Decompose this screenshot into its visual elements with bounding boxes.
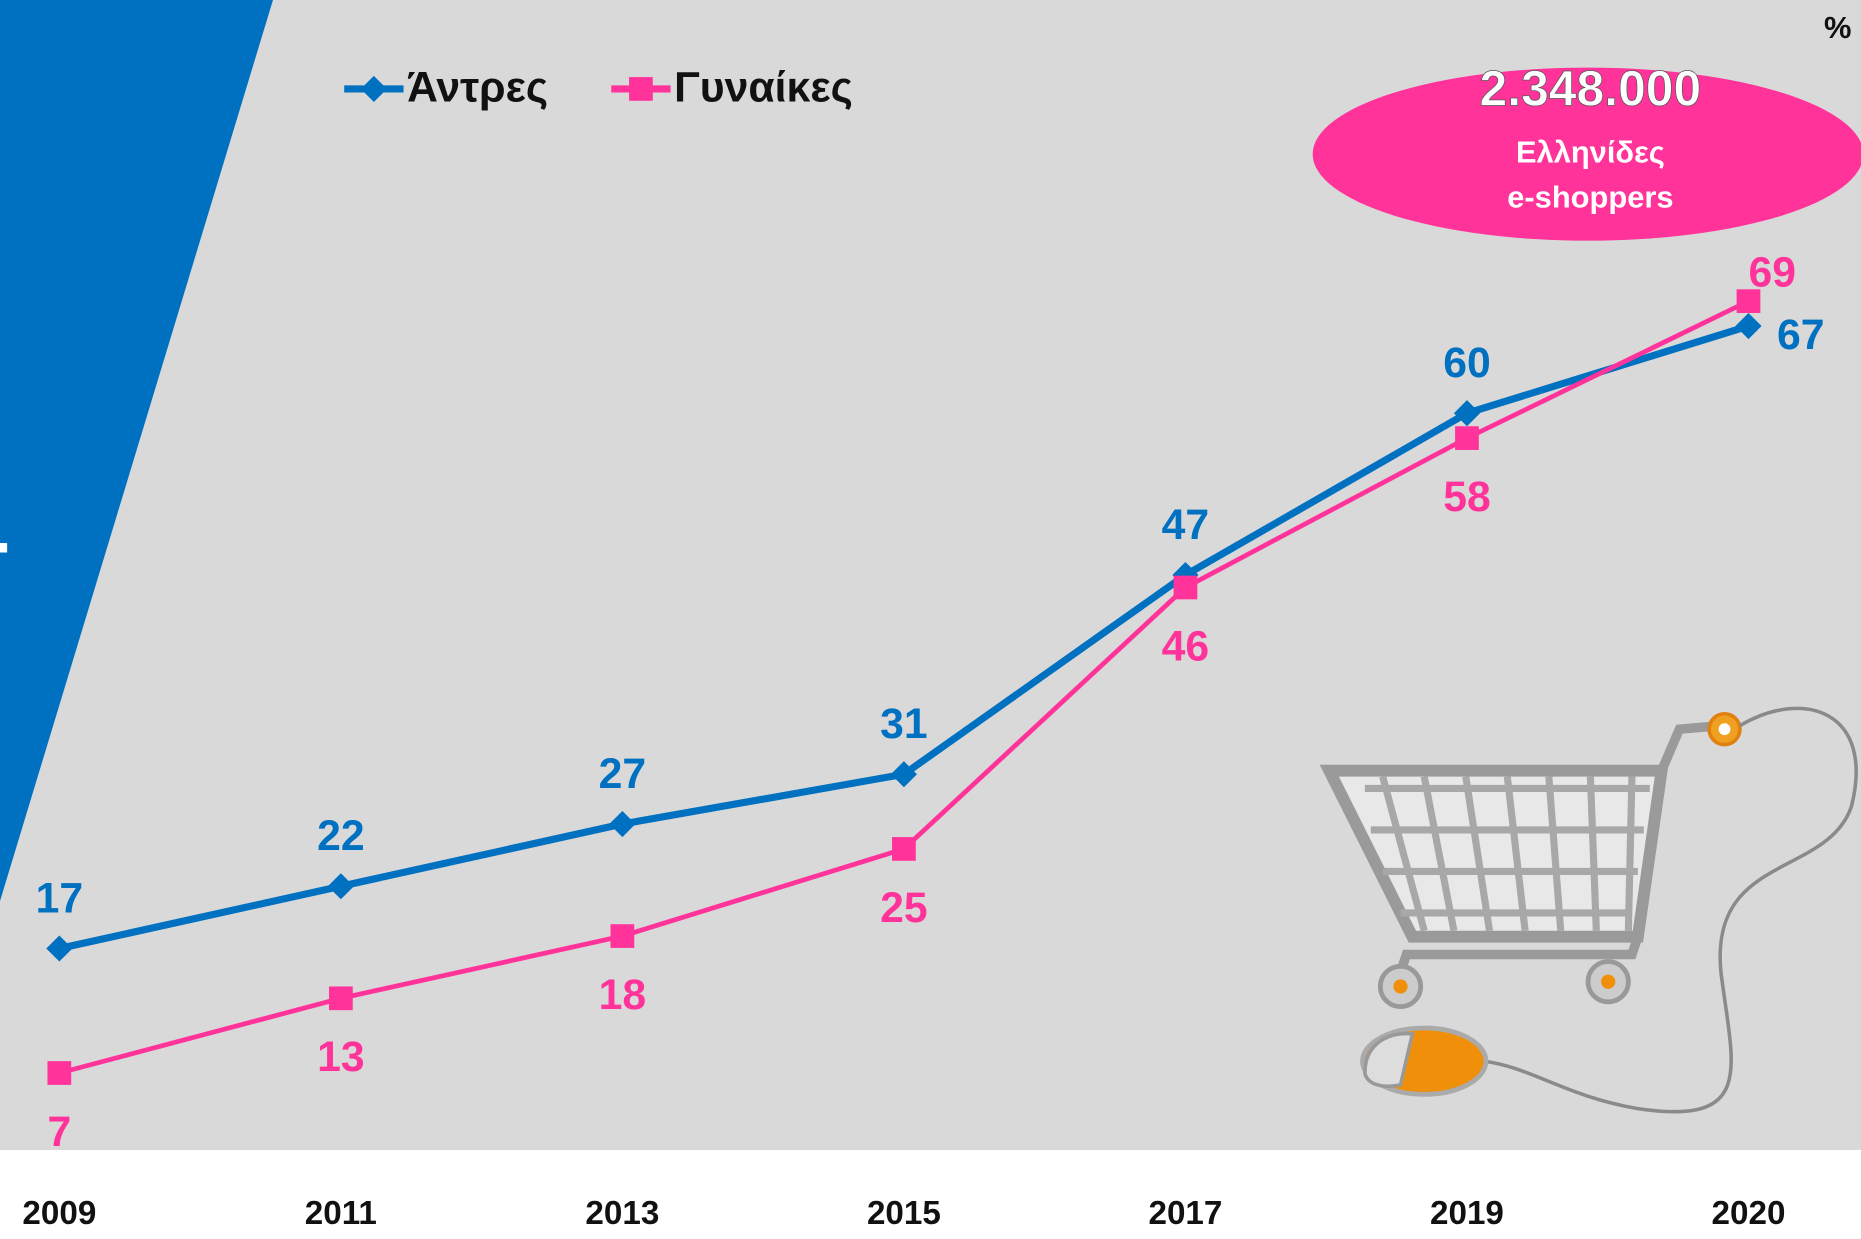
point-marker — [327, 873, 354, 900]
cart-illustration — [1319, 706, 1858, 1114]
axis-band — [0, 1150, 1861, 1239]
data-label: 17 — [36, 874, 84, 922]
point-marker — [892, 837, 916, 861]
data-label: 58 — [1443, 473, 1491, 521]
side-band — [0, 0, 273, 902]
data-label: 18 — [599, 971, 647, 1019]
point-marker — [47, 1061, 72, 1085]
callout-line: e-shoppers — [1507, 179, 1673, 214]
data-label: 31 — [880, 700, 928, 748]
point-marker — [1735, 313, 1762, 340]
callout-bubble — [1312, 67, 1861, 241]
callout-title: 2.348.000 — [1480, 61, 1702, 117]
data-label: 13 — [317, 1033, 365, 1081]
point-marker — [1455, 426, 1479, 450]
legend-marker — [629, 77, 653, 101]
x-tick-label: 2011 — [305, 1195, 377, 1232]
data-label: 47 — [1162, 501, 1210, 549]
point-marker — [1736, 289, 1761, 314]
x-tick-label: 2019 — [1430, 1195, 1504, 1232]
x-tick-label: 2013 — [585, 1195, 659, 1232]
data-label: 60 — [1443, 339, 1491, 387]
side-mark — [0, 543, 8, 553]
data-label: 67 — [1777, 311, 1825, 359]
point-marker — [1453, 400, 1481, 427]
data-label: 7 — [47, 1108, 71, 1156]
x-tick-label: 2020 — [1712, 1195, 1786, 1232]
data-label: 69 — [1748, 248, 1796, 296]
data-label: 27 — [599, 750, 647, 798]
x-tick-label: 2015 — [867, 1195, 941, 1232]
data-label: 46 — [1162, 622, 1210, 670]
data-label: 22 — [317, 812, 365, 860]
x-tick-label: 2017 — [1148, 1195, 1222, 1232]
legend-label: Άντρες — [407, 63, 548, 111]
data-label: 25 — [880, 884, 928, 932]
point-marker — [328, 986, 353, 1011]
unit-label: % — [1824, 10, 1851, 45]
point-marker — [610, 924, 635, 948]
callout-line: Ελληνίδες — [1516, 134, 1665, 169]
legend-label: Γυναίκες — [674, 63, 853, 111]
point-marker — [1173, 575, 1198, 600]
x-tick-label: 2009 — [22, 1195, 96, 1232]
